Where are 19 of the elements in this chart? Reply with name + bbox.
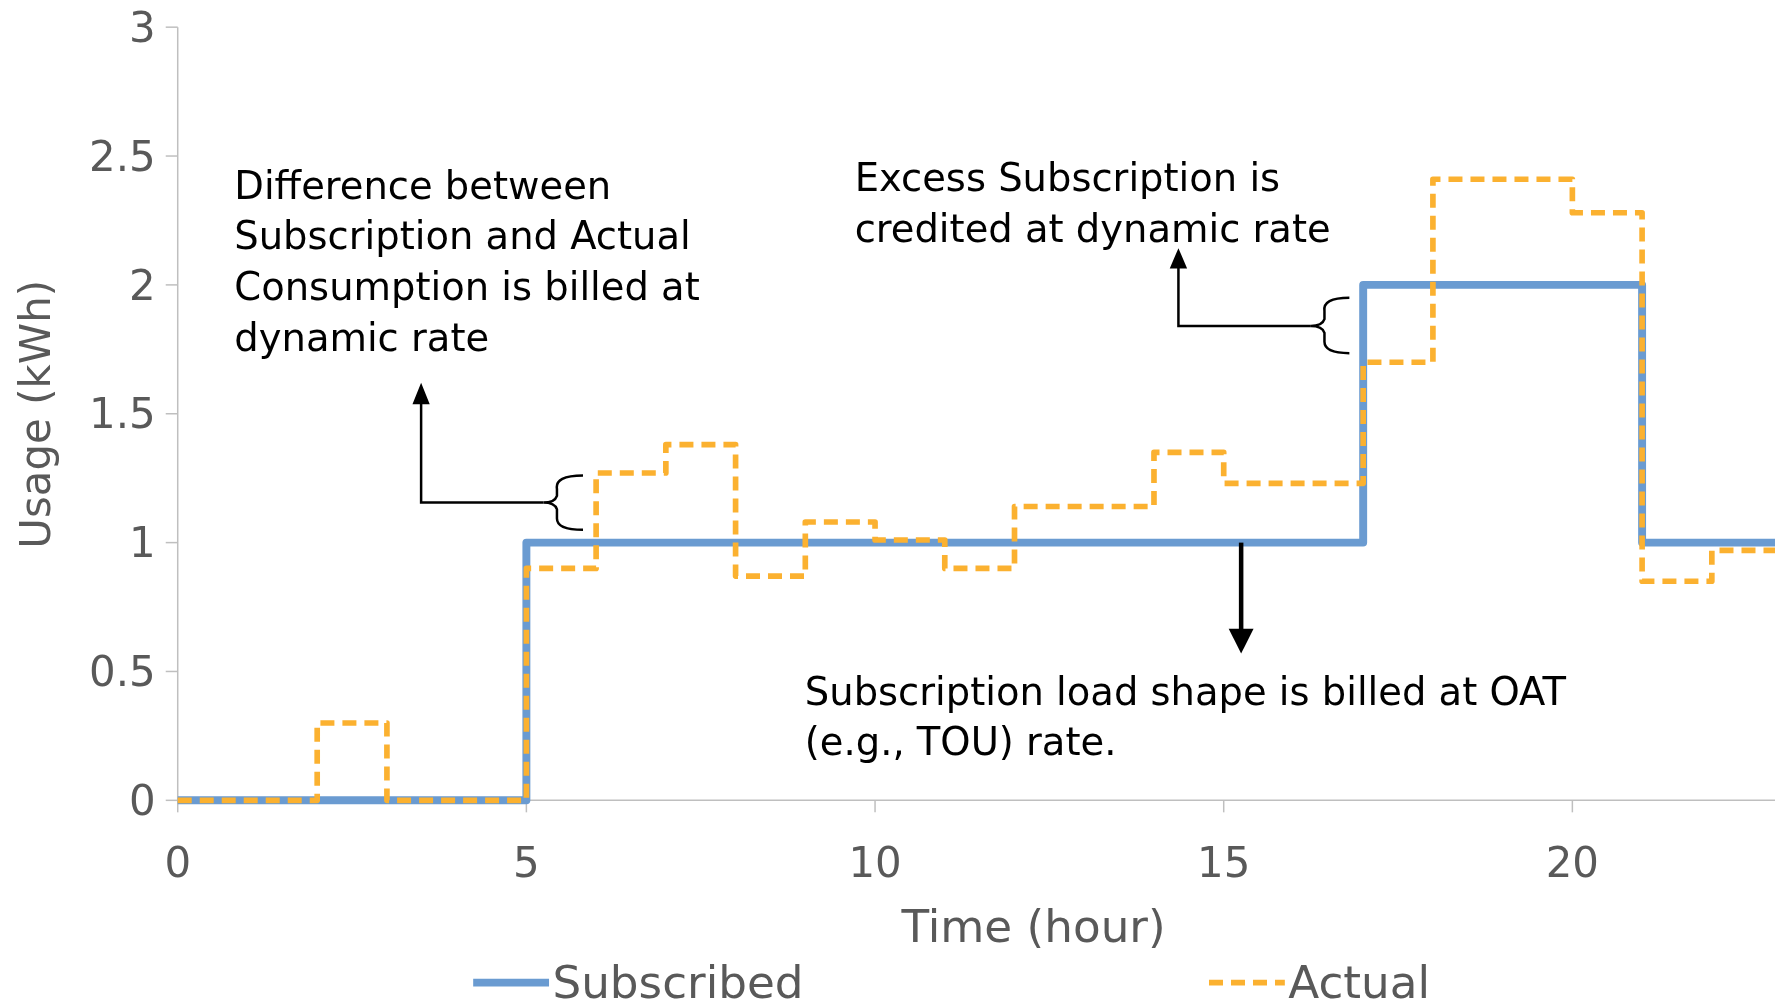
legend-label: Actual — [1288, 956, 1431, 1003]
x-axis-title: Time (hour) — [900, 899, 1166, 953]
legend-label: Subscribed — [552, 956, 804, 1003]
annotation: Subscription load shape is billed at OAT (e.g., TOU) rate. — [804, 668, 1567, 765]
y-axis-title: Usage (kWh) — [10, 279, 60, 549]
y-tick-label: 0.5 — [89, 647, 156, 697]
y-tick-label: 2.5 — [89, 131, 156, 181]
y-tick-label: 2 — [129, 260, 156, 310]
annotation: Difference between Subscription and Actual Consumption is billed at dynamic rate — [234, 162, 700, 361]
x-tick-label: 20 — [1545, 838, 1600, 888]
y-tick-label: 1.5 — [89, 389, 156, 439]
annotation: Excess Subscription is credited at dynamic rate — [854, 154, 1331, 251]
y-tick-label: 3 — [129, 2, 156, 52]
x-tick-label: 0 — [164, 838, 192, 888]
y-tick-label: 0 — [129, 775, 156, 825]
x-tick-label: 5 — [513, 838, 540, 888]
x-tick-label: 15 — [1197, 838, 1251, 888]
x-tick-label: 10 — [848, 838, 902, 888]
y-tick-label: 1 — [129, 518, 156, 568]
